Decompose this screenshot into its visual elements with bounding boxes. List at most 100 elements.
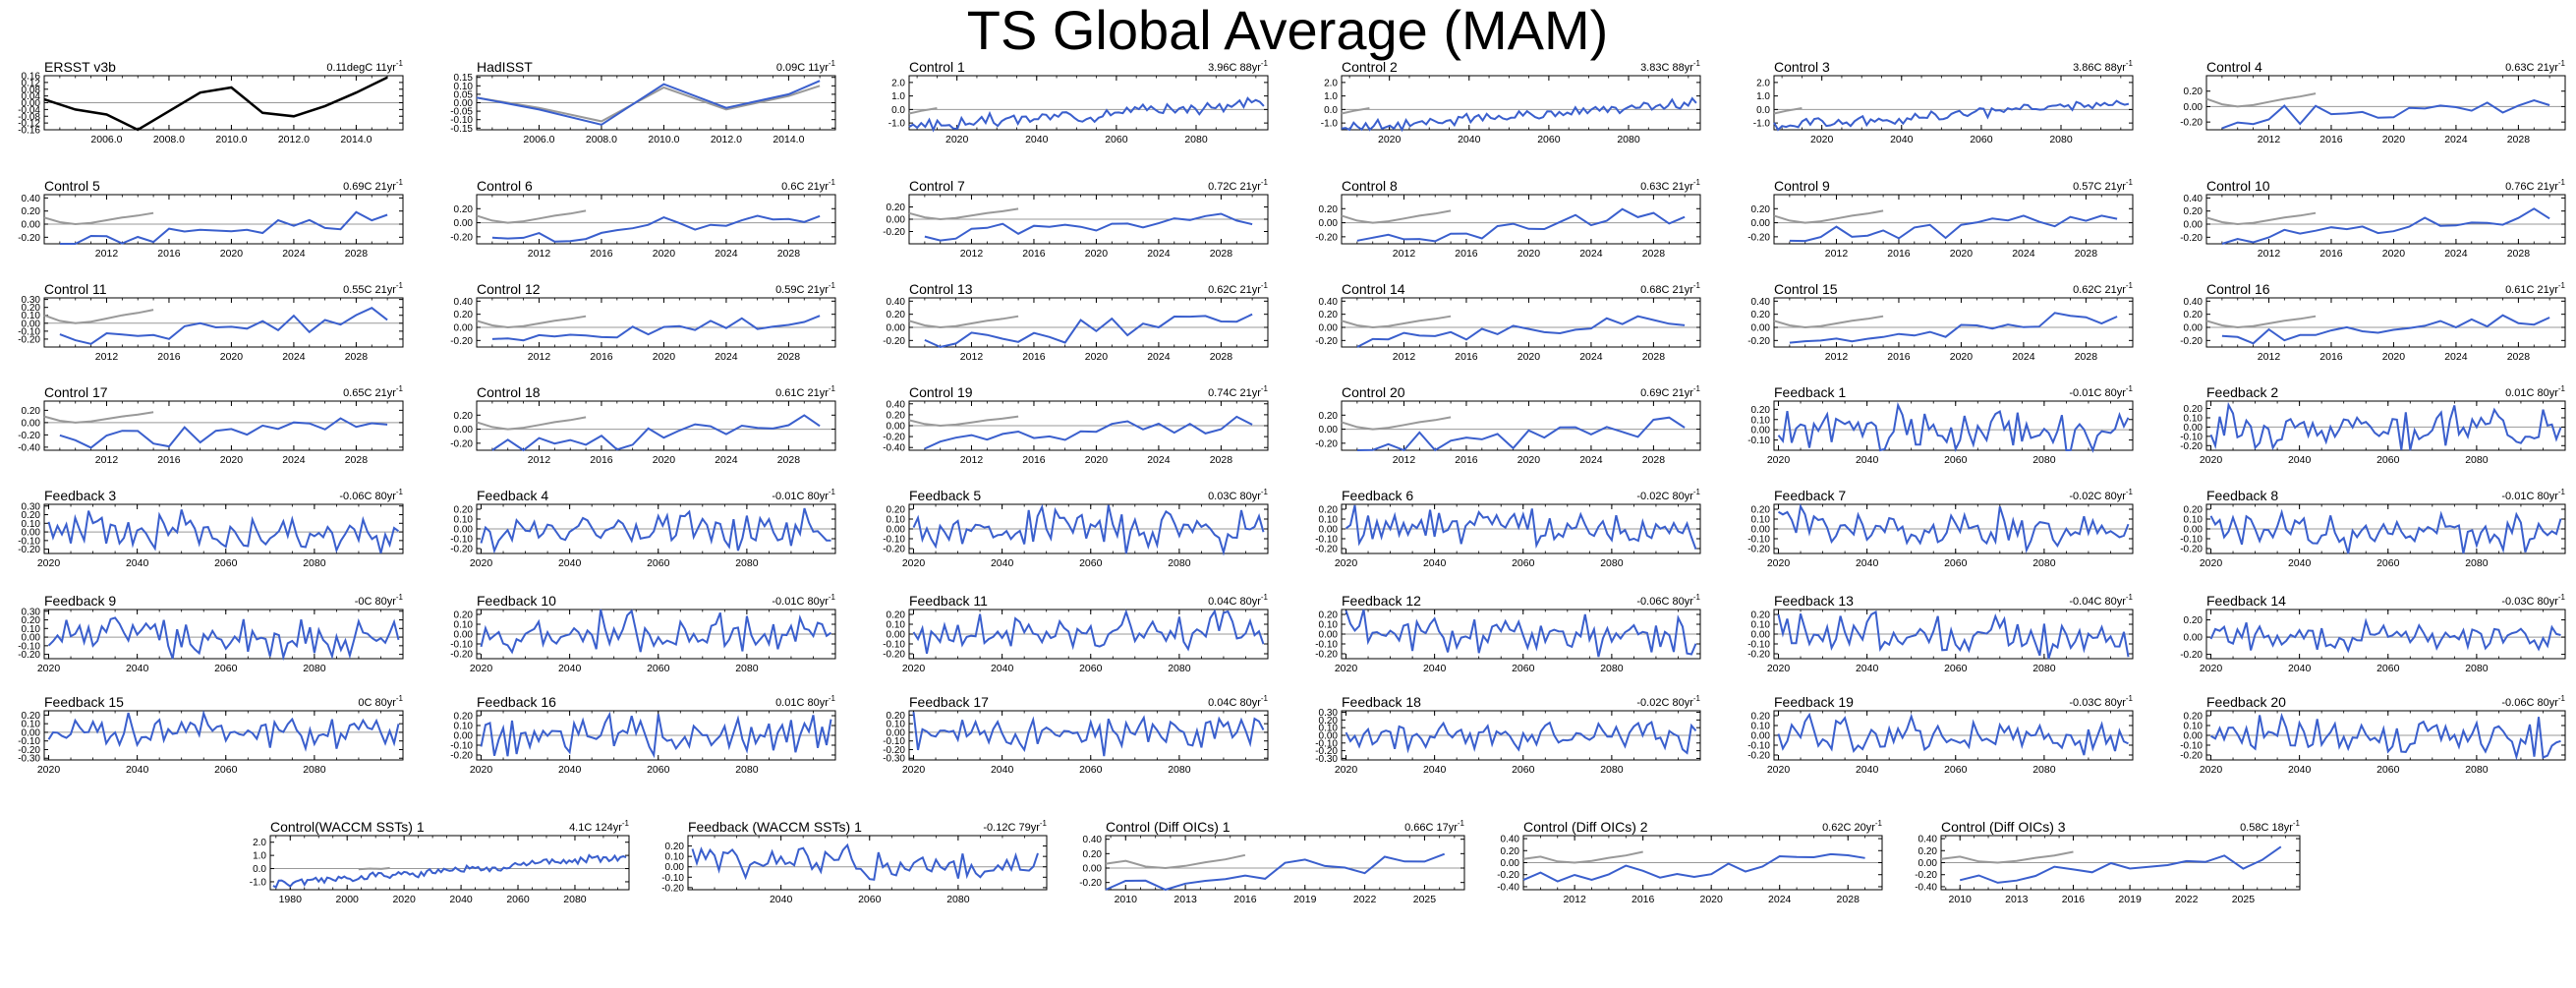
x-tick-label: 2020 <box>653 454 676 466</box>
trend-value: 0.62C 21yr <box>2073 284 2126 296</box>
x-tick-label: 2024 <box>1768 894 1792 905</box>
chart-panel: -0.20 0.00 0.20 0.40 2012 2016 2020 2024 2028 Con… <box>2180 178 2565 260</box>
x-tick-label: 2040 <box>991 663 1014 674</box>
x-tick-label: 2020 <box>902 764 926 776</box>
y-tick-label: 0.20 <box>22 303 41 314</box>
plot-frame <box>476 194 836 245</box>
y-tick-label: 0.20 <box>1751 204 1771 215</box>
x-tick-label: 2028 <box>1642 248 1666 260</box>
y-tick-label: 1.0 <box>891 91 905 102</box>
x-tick-label: 2040 <box>126 557 149 569</box>
series-line <box>2221 207 2550 245</box>
x-tick-label: 2020 <box>1378 134 1402 145</box>
trend-annotation: 3.83C 88yr-1 <box>1640 59 1700 74</box>
plot-frame <box>2205 400 2566 451</box>
y-tick-label: -1.0 <box>1753 119 1771 130</box>
y-tick-label: 0.10 <box>665 852 685 863</box>
y-tick-label: 0.10 <box>1319 724 1339 734</box>
trend-annotation: 4.1C 124yr-1 <box>569 819 629 834</box>
x-tick-label: 2060 <box>1970 134 1993 145</box>
y-tick-label: -0.16 <box>18 126 40 137</box>
trend-annotation: 0.66C 17yr-1 <box>1404 819 1464 834</box>
chart-panel: -0.20-0.100.000.100.20 2020 2040 2060 2080 Fe… <box>2180 488 2565 569</box>
y-tick-label: 0.30 <box>1319 708 1339 719</box>
trend-unit-superscript: -1 <box>1261 694 1269 703</box>
trend-annotation: 0.61C 21yr-1 <box>775 384 835 399</box>
y-tick-label: 0.20 <box>1751 505 1771 516</box>
x-tick-label: 2012.0 <box>278 134 310 145</box>
trend-unit-superscript: -1 <box>2558 488 2566 496</box>
y-tick-label: 0.40 <box>1918 835 1938 845</box>
y-tick-label: -0.20 <box>1315 650 1338 661</box>
trend-unit-superscript: -1 <box>2558 281 2566 290</box>
x-tick-label: 2040 <box>126 764 149 776</box>
x-tick-label: 2012 <box>528 454 551 466</box>
series-line <box>2221 314 2550 345</box>
y-tick-label: -0.30 <box>1315 754 1338 765</box>
x-tick-label: 2060 <box>1944 557 1968 569</box>
chart-panel: -0.20-0.100.000.100.200.30 2020 2040 2060 20… <box>18 488 403 569</box>
trend-value: 0.09C 11yr <box>776 62 829 74</box>
x-tick-label: 2020 <box>902 557 926 569</box>
series-line <box>272 853 627 889</box>
plot-frame <box>476 400 836 451</box>
x-tick-label: 2040 <box>558 557 582 569</box>
y-tick-label: 0.20 <box>22 206 41 217</box>
series-line <box>1105 852 1446 892</box>
x-tick-label: 2040 <box>558 663 582 674</box>
x-tick-label: 2028 <box>2507 248 2531 260</box>
series-line <box>1356 315 1686 348</box>
y-tick-label: 0.10 <box>1751 620 1771 631</box>
trend-unit-superscript: -1 <box>1693 178 1701 187</box>
panel-title: Feedback 2 <box>2206 384 2278 400</box>
x-tick-label: 2060 <box>647 663 670 674</box>
reference-line <box>43 211 154 226</box>
reference-line <box>476 315 587 329</box>
x-tick-label: 2012 <box>2258 351 2281 363</box>
series-line <box>1345 720 1697 755</box>
y-tick-label: -0.40 <box>1497 882 1519 893</box>
trend-value: -0.04C 80yr <box>2069 596 2126 608</box>
y-tick-label: -0.10 <box>1315 535 1338 546</box>
y-tick-label: 0.10 <box>454 515 474 526</box>
x-tick-label: 2080 <box>735 764 759 776</box>
trend-value: -0.03C 80yr <box>2501 596 2558 608</box>
chart-panel: -0.30-0.20-0.100.000.100.20 2020 2040 2060 2… <box>883 694 1268 776</box>
series-line <box>1356 207 1686 243</box>
x-tick-label: 2080 <box>1600 663 1624 674</box>
trend-unit-superscript: -1 <box>1261 488 1269 496</box>
y-tick-label: 0.20 <box>1319 204 1339 215</box>
trend-unit-superscript: -1 <box>1693 281 1701 290</box>
y-tick-label: 0.40 <box>887 399 906 410</box>
trend-value: 0.62C 21yr <box>1208 284 1261 296</box>
y-tick-label: 0.20 <box>887 610 906 621</box>
trend-unit-superscript: -1 <box>1261 178 1269 187</box>
series-line <box>43 76 388 132</box>
y-tick-label: 0.00 <box>1319 731 1339 742</box>
panel-title: Feedback 18 <box>1342 694 1421 710</box>
x-tick-label: 2024 <box>715 351 738 363</box>
y-tick-label: -0.20 <box>661 883 684 894</box>
y-tick-label: 2.0 <box>253 838 266 848</box>
y-tick-label: 0.10 <box>22 720 41 730</box>
plot-frame <box>908 297 1269 348</box>
trend-unit-superscript: -1 <box>2126 59 2134 68</box>
reference-line <box>476 209 587 224</box>
panel-title: Feedback 9 <box>44 593 116 609</box>
chart-panel: -1.0 0.0 1.0 2.0 2020 2040 2060 2080 Control 1 3.… <box>888 59 1269 145</box>
trend-unit-superscript: -1 <box>2126 694 2134 703</box>
x-tick-label: 2016 <box>1631 894 1655 905</box>
trend-value: 0.01C 80yr <box>2505 387 2558 399</box>
x-tick-label: 2028 <box>777 248 801 260</box>
y-tick-label: -0.20 <box>18 745 40 756</box>
x-tick-label: 2060 <box>1512 663 1535 674</box>
y-tick-label: -0.20 <box>1315 438 1338 449</box>
y-tick-label: 0.20 <box>454 310 474 320</box>
y-tick-label: -1.0 <box>250 877 267 888</box>
y-tick-label: -0.30 <box>883 754 905 765</box>
trend-unit-superscript: -1 <box>1693 488 1701 496</box>
x-tick-label: 2012 <box>1563 894 1586 905</box>
y-tick-label: 0.30 <box>22 501 41 512</box>
x-tick-label: 2012 <box>960 454 984 466</box>
panel-title: Feedback 20 <box>2206 694 2286 710</box>
